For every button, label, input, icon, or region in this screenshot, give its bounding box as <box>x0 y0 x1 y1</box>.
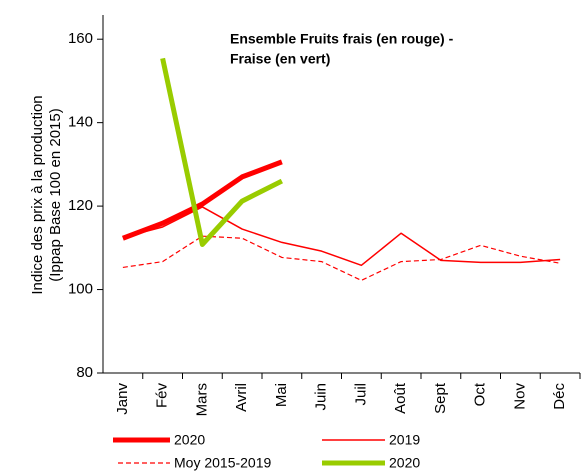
x-tick-label: Juin <box>313 383 330 411</box>
y-axis-label: Indice des prix à la production <box>29 95 46 294</box>
x-tick-label: Fév <box>154 383 171 409</box>
series-line <box>122 206 561 267</box>
x-tick-label: Nov <box>511 383 528 410</box>
series-line <box>122 235 561 281</box>
legend-label: 2019 <box>389 432 420 448</box>
legend-label: Moy 2015-2019 <box>174 455 272 471</box>
x-tick-label: Mai <box>273 383 290 407</box>
series-line <box>160 57 283 247</box>
x-tick-label: Avril <box>233 383 250 412</box>
y-axis-label: (Ippap Base 100 en 2015) <box>47 108 64 281</box>
y-tick-label: 100 <box>68 281 93 298</box>
x-tick-label: Août <box>392 382 409 414</box>
x-tick-label: Déc <box>551 383 568 410</box>
legend-label: 2020 <box>389 455 420 471</box>
x-tick-label: Oct <box>472 382 489 406</box>
x-tick-label: Sept <box>432 382 449 414</box>
series-line <box>121 159 283 241</box>
y-tick-label: 140 <box>68 114 93 131</box>
legend-label: 2020 <box>174 432 205 448</box>
x-tick-label: Janv <box>114 383 131 415</box>
chart-title: Fraise (en vert) <box>230 51 330 67</box>
y-tick-label: 80 <box>76 364 93 381</box>
y-tick-label: 120 <box>68 197 93 214</box>
chart-title: Ensemble Fruits frais (en rouge) - <box>230 31 454 47</box>
x-tick-label: Juil <box>352 383 369 406</box>
x-tick-label: Mars <box>193 383 210 416</box>
y-tick-label: 160 <box>68 30 93 47</box>
